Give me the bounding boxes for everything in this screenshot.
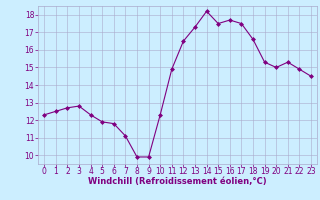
X-axis label: Windchill (Refroidissement éolien,°C): Windchill (Refroidissement éolien,°C) [88,177,267,186]
